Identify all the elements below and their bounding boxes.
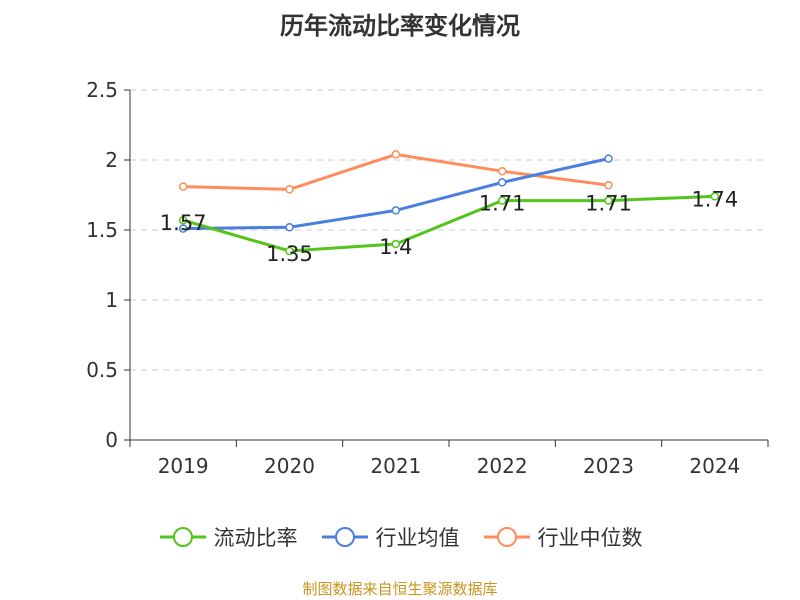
data-point (178, 182, 188, 191)
data-point (285, 222, 294, 232)
data-point (710, 192, 720, 201)
x-tick-label: 2023 (583, 454, 634, 478)
x-tick-label: 2022 (477, 454, 528, 478)
y-tick-label: 0 (105, 428, 118, 452)
x-tick-label: 2024 (689, 454, 740, 478)
y-tick-label: 1 (105, 288, 118, 312)
legend-marker-icon (321, 527, 368, 547)
legend-marker-icon (483, 527, 530, 547)
y-tick-label: 2 (105, 148, 118, 172)
data-point (604, 196, 613, 205)
data-label: 1.4 (379, 235, 412, 259)
data-point (497, 196, 507, 205)
y-tick-label: 2.5 (86, 78, 118, 102)
data-point (285, 246, 294, 256)
x-tick-label: 2020 (264, 454, 315, 478)
data-point (497, 166, 507, 176)
legend-item[interactable]: 流动比率 (158, 522, 298, 552)
legend-label: 行业均值 (375, 526, 460, 550)
source-note: 制图数据来自恒生聚源数据库 (302, 580, 498, 598)
chart-title: 历年流动比率变化情况 (280, 12, 520, 40)
data-point (391, 206, 401, 215)
data-point (391, 239, 401, 249)
data-label: 1.74 (691, 187, 738, 211)
data-point (604, 154, 613, 163)
data-point (604, 180, 613, 190)
legend-label: 行业中位数 (537, 526, 643, 550)
data-point (497, 178, 507, 187)
legend-marker-icon (159, 527, 206, 547)
y-tick-label: 1.5 (86, 218, 118, 242)
series-line-1 (183, 157, 609, 231)
y-tick-label: 0.5 (86, 358, 118, 382)
legend: 流动比率 行业均值 行业中位数 (0, 522, 800, 552)
data-label: 1.35 (266, 242, 313, 266)
data-label: 1.71 (479, 192, 526, 216)
x-tick-label: 2019 (158, 454, 209, 478)
legend-item[interactable]: 行业中位数 (482, 522, 643, 552)
data-point (178, 215, 188, 225)
series-line-0 (182, 194, 715, 253)
x-tick-label: 2021 (370, 454, 421, 478)
data-point (391, 150, 401, 159)
data-label: 1.71 (585, 192, 632, 216)
legend-label: 流动比率 (213, 526, 298, 550)
legend-item[interactable]: 行业均值 (320, 522, 460, 552)
data-point (178, 224, 188, 233)
data-label: 1.57 (160, 211, 207, 235)
data-point (285, 185, 294, 194)
